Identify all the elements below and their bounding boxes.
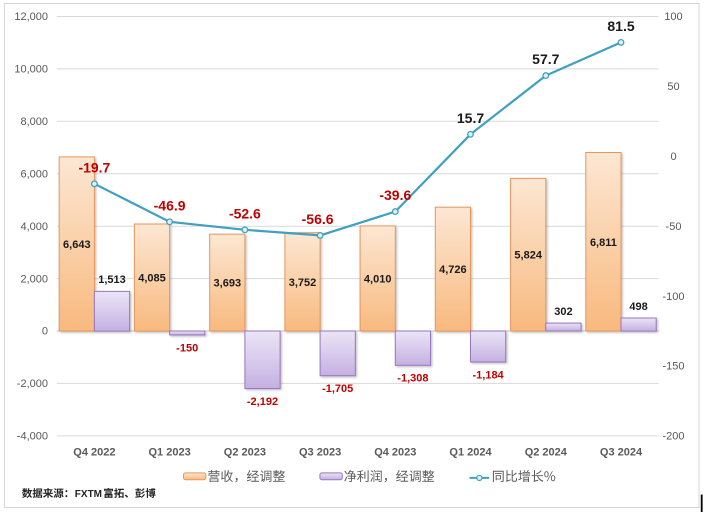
svg-text:498: 498 bbox=[629, 301, 647, 313]
svg-text:81.5: 81.5 bbox=[607, 18, 634, 34]
svg-text:Q2 2023: Q2 2023 bbox=[224, 447, 266, 459]
svg-text:5,824: 5,824 bbox=[514, 250, 542, 262]
svg-text:-4,000: -4,000 bbox=[17, 431, 48, 443]
svg-text:6,811: 6,811 bbox=[590, 237, 617, 249]
svg-text:Q1 2024: Q1 2024 bbox=[449, 447, 492, 459]
svg-text:Q4 2022: Q4 2022 bbox=[73, 447, 115, 459]
svg-text:Q1 2023: Q1 2023 bbox=[148, 447, 190, 459]
svg-text:12,000: 12,000 bbox=[14, 11, 48, 23]
svg-text:4,085: 4,085 bbox=[138, 273, 166, 285]
svg-text:4,726: 4,726 bbox=[439, 264, 467, 276]
svg-text:0: 0 bbox=[42, 326, 48, 338]
svg-text:-56.6: -56.6 bbox=[302, 211, 334, 227]
svg-text:-2,000: -2,000 bbox=[17, 378, 48, 390]
svg-text:1,513: 1,513 bbox=[98, 274, 126, 286]
svg-text:8,000: 8,000 bbox=[20, 116, 48, 128]
svg-text:-19.7: -19.7 bbox=[78, 159, 110, 175]
svg-text:6,643: 6,643 bbox=[63, 239, 91, 251]
svg-text:Q3 2024: Q3 2024 bbox=[600, 447, 643, 459]
svg-text:-50: -50 bbox=[666, 221, 682, 233]
svg-text:57.7: 57.7 bbox=[532, 51, 559, 67]
svg-text:10,000: 10,000 bbox=[14, 64, 48, 76]
svg-text:3,693: 3,693 bbox=[214, 278, 242, 290]
svg-text:-150: -150 bbox=[662, 361, 684, 373]
svg-text:Q2 2024: Q2 2024 bbox=[525, 447, 568, 459]
svg-text:-1,184: -1,184 bbox=[472, 370, 504, 382]
svg-text:-52.6: -52.6 bbox=[229, 205, 261, 221]
svg-text:6,000: 6,000 bbox=[20, 169, 48, 181]
svg-text:302: 302 bbox=[554, 306, 572, 318]
svg-text:-46.9: -46.9 bbox=[154, 197, 186, 213]
svg-text:-200: -200 bbox=[662, 431, 684, 443]
svg-text:3,752: 3,752 bbox=[289, 277, 317, 289]
svg-text:-150: -150 bbox=[176, 342, 198, 354]
svg-text:Q4 2023: Q4 2023 bbox=[374, 447, 416, 459]
svg-text:0: 0 bbox=[670, 151, 676, 163]
svg-text:FXTM: FXTM bbox=[75, 489, 102, 500]
svg-text:-1,308: -1,308 bbox=[397, 373, 428, 385]
svg-text:50: 50 bbox=[667, 81, 679, 93]
svg-text:100: 100 bbox=[664, 11, 682, 23]
svg-text:-100: -100 bbox=[662, 291, 684, 303]
svg-text:-39.6: -39.6 bbox=[379, 187, 411, 203]
svg-text:-1,705: -1,705 bbox=[322, 383, 353, 395]
svg-text:4,010: 4,010 bbox=[364, 274, 392, 286]
svg-text:-2,192: -2,192 bbox=[247, 396, 278, 408]
svg-text:2,000: 2,000 bbox=[20, 273, 48, 285]
svg-text:Q3 2023: Q3 2023 bbox=[299, 447, 341, 459]
svg-text:4,000: 4,000 bbox=[20, 221, 48, 233]
svg-text:15.7: 15.7 bbox=[457, 110, 484, 126]
